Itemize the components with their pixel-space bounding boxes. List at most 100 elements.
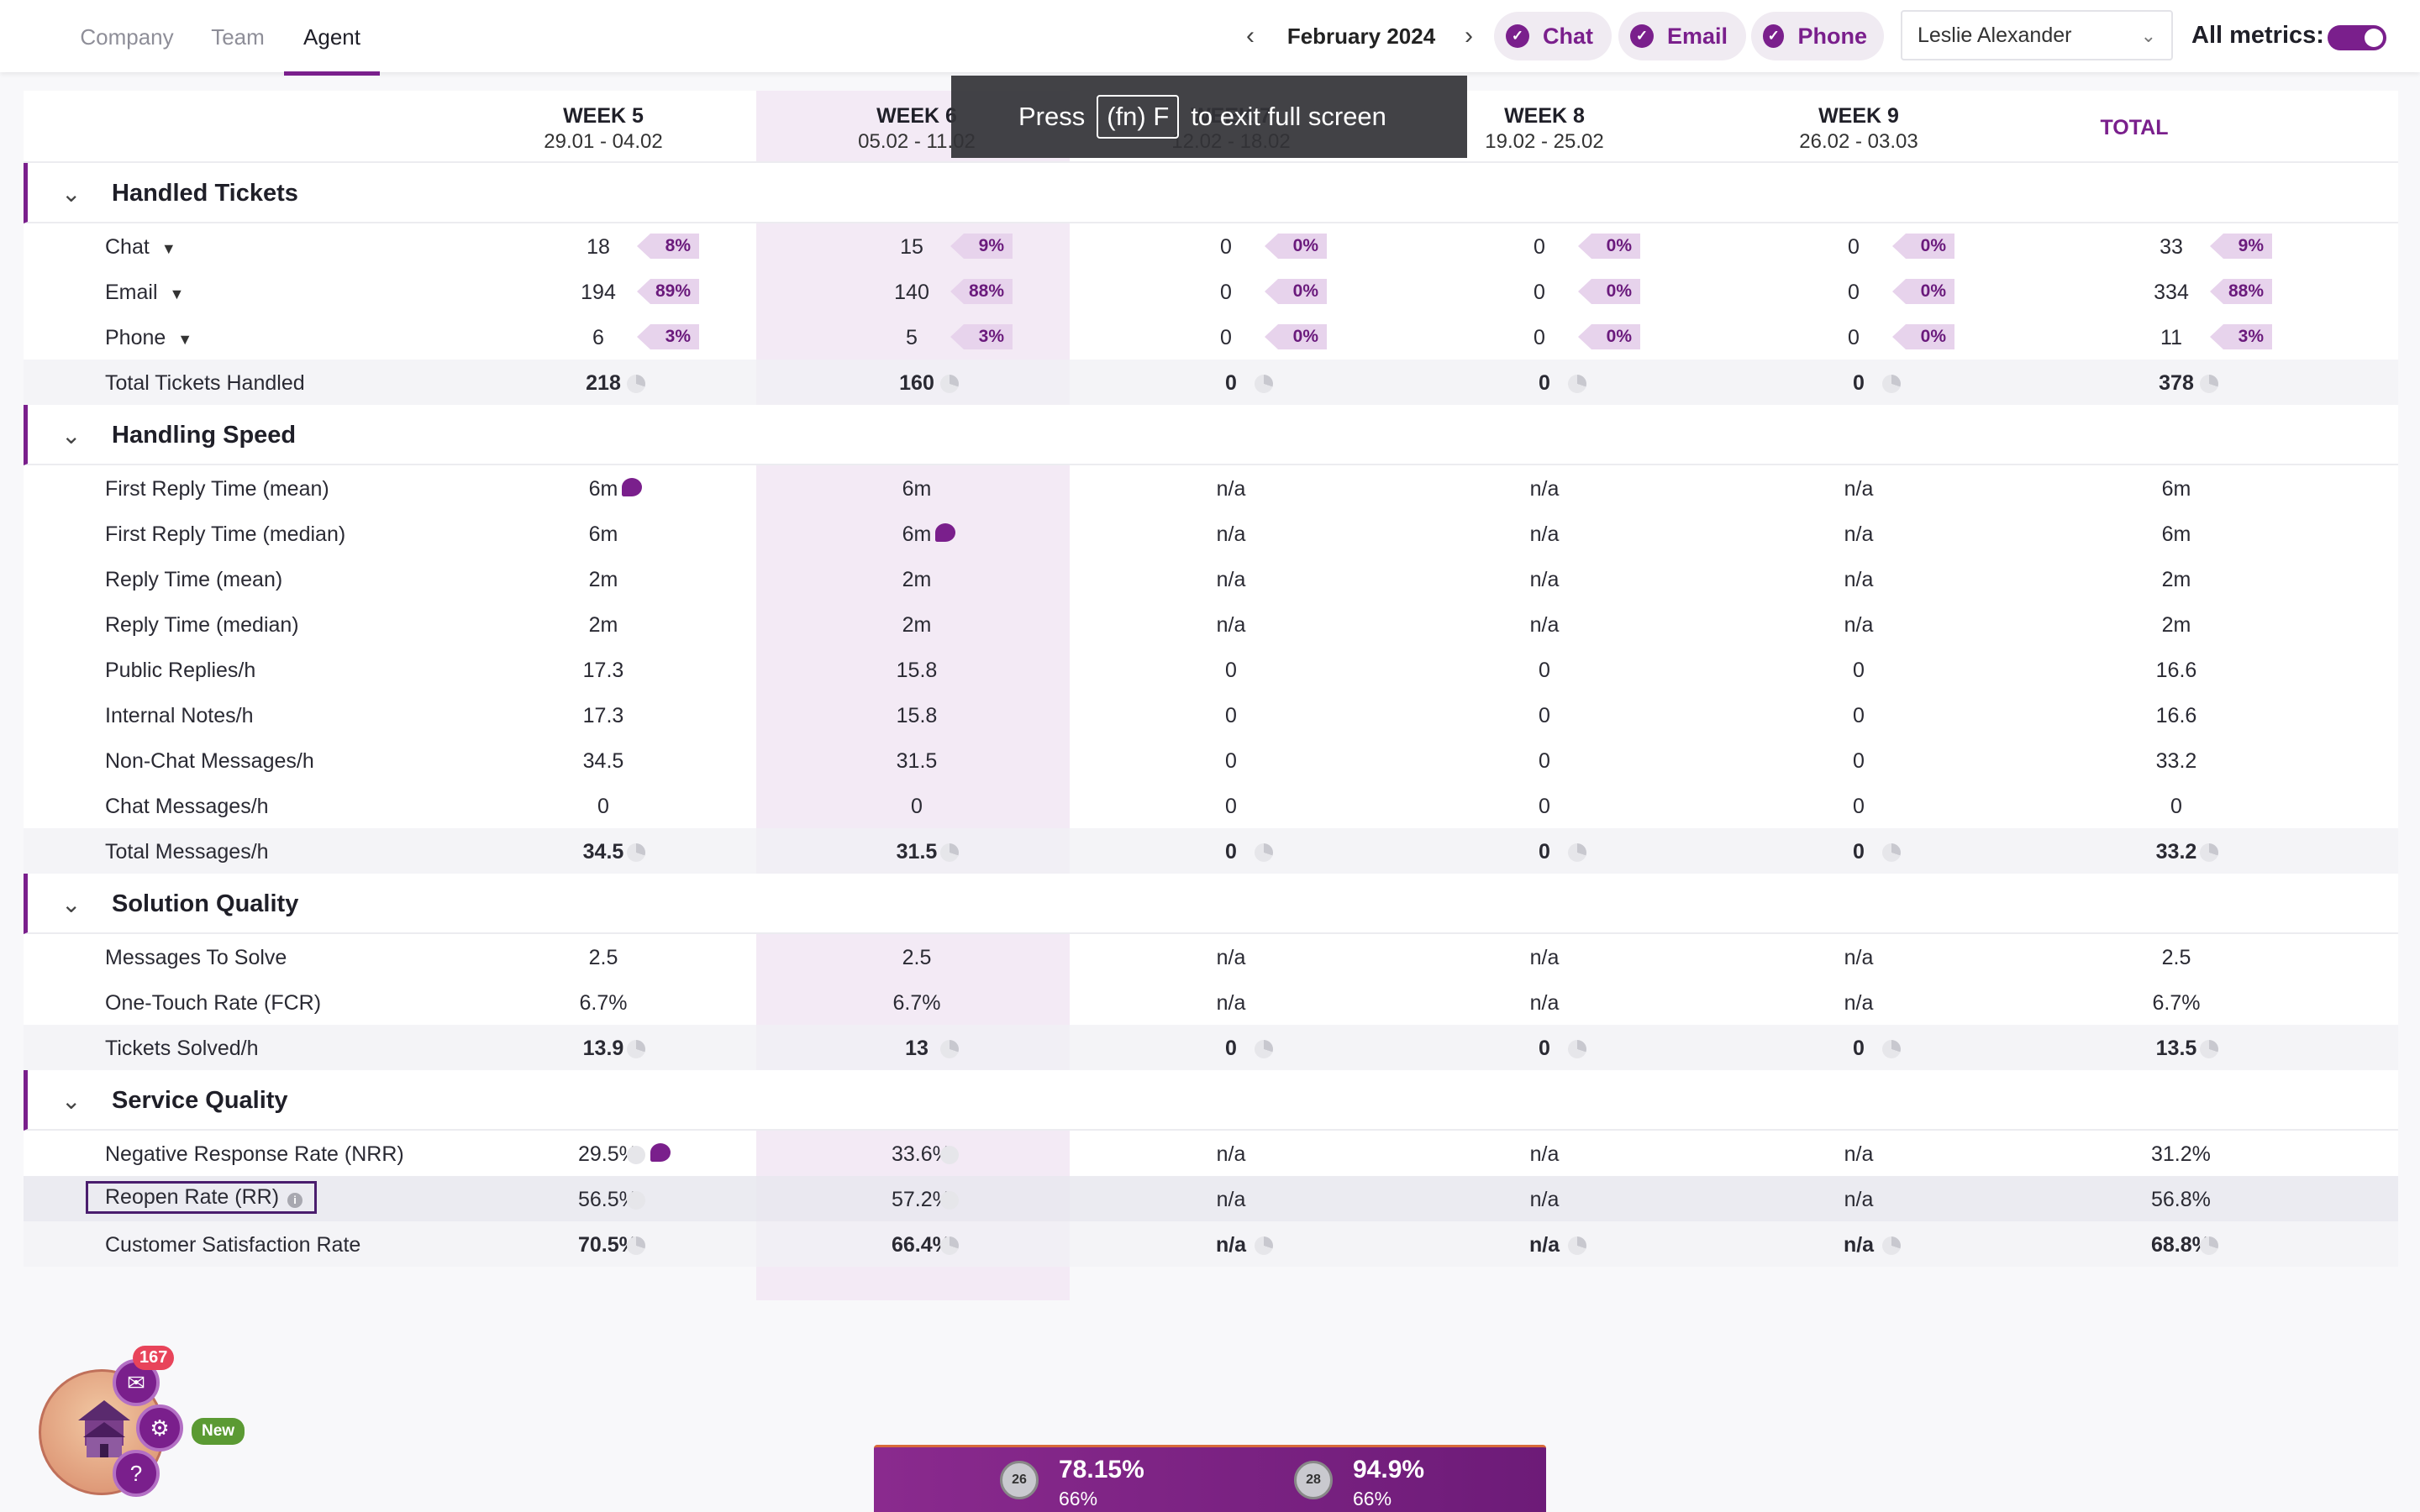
metric-value: 0 [1539, 749, 1550, 773]
week-label: WEEK 6 [876, 104, 957, 128]
pie-chart-icon[interactable] [627, 1040, 645, 1058]
metric-row: Reopen Rate (RR) i 56.5% 57.2% n/a n/a n/a 56.8… [24, 1176, 2398, 1221]
metric-value: n/a [1529, 1142, 1560, 1166]
metric-value: n/a [1529, 946, 1560, 969]
channel-filter-email[interactable]: ✓ Email [1618, 12, 1746, 60]
chevron-down-icon[interactable]: ⌄ [61, 181, 82, 207]
pie-chart-icon[interactable] [1882, 843, 1901, 862]
metric-label: Reply Time (median) [105, 613, 299, 638]
caret-down-icon[interactable]: ▼ [169, 286, 185, 302]
metric-value: 6m [588, 522, 618, 546]
section-header[interactable]: ⌄ Service Quality [24, 1070, 2398, 1131]
chevron-down-icon[interactable]: ⌄ [61, 423, 82, 449]
pie-chart-icon[interactable] [1568, 1040, 1586, 1058]
metric-value: 0 [1539, 704, 1550, 727]
metric-value: 194 [581, 281, 616, 304]
pie-chart-icon[interactable] [1255, 1040, 1273, 1058]
pie-chart-icon[interactable] [2200, 1040, 2218, 1058]
pie-chart-icon[interactable] [1255, 375, 1273, 393]
help-icon[interactable]: ? [113, 1450, 160, 1497]
metric-label-text: One-Touch Rate (FCR) [105, 991, 322, 1015]
channel-filter-phone[interactable]: ✓ Phone [1751, 12, 1884, 60]
tab-company[interactable]: Company [80, 24, 174, 50]
week-dates: 29.01 - 04.02 [544, 130, 663, 153]
pie-chart-icon[interactable] [627, 375, 645, 393]
channel-filter-chat[interactable]: ✓ Chat [1494, 12, 1612, 60]
metric-value: 0 [1225, 795, 1237, 818]
metric-label: First Reply Time (mean) [105, 477, 329, 501]
share-percent-tag: 3% [2210, 324, 2272, 349]
metric-value: 18 [587, 235, 610, 259]
chevron-down-icon[interactable]: ⌄ [61, 891, 82, 917]
comment-bubble-icon[interactable] [650, 1143, 671, 1162]
pie-chart-icon[interactable] [940, 375, 959, 393]
pie-chart-icon[interactable] [940, 1236, 959, 1255]
metric-label: Public Replies/h [105, 659, 255, 683]
score-bar: 26 78.15% 66% 28 94.9% 66% [874, 1445, 1546, 1512]
metric-value: 0 [597, 795, 609, 818]
trophy-badge-icon: 28 [1294, 1461, 1333, 1499]
pie-chart-icon[interactable] [2200, 843, 2218, 862]
metric-value: 0 [1848, 326, 1860, 349]
pie-chart-icon[interactable] [1568, 1236, 1586, 1255]
metric-label[interactable]: Phone ▼ [105, 326, 192, 350]
pie-chart-icon[interactable] [627, 843, 645, 862]
all-metrics-toggle[interactable] [2328, 25, 2386, 50]
metric-value: 17.3 [582, 659, 624, 682]
gear-icon[interactable]: ⚙ [136, 1404, 183, 1452]
caret-down-icon[interactable]: ▼ [160, 240, 176, 257]
metric-label[interactable]: Email ▼ [105, 281, 184, 305]
section-header[interactable]: ⌄ Handled Tickets [24, 163, 2398, 223]
metric-label: Tickets Solved/h [105, 1037, 258, 1061]
section-header[interactable]: ⌄ Handling Speed [24, 405, 2398, 465]
chevron-right-icon[interactable]: › [1465, 22, 1473, 50]
week-dates: 19.02 - 25.02 [1485, 130, 1604, 153]
pie-chart-icon[interactable] [940, 843, 959, 862]
pie-chart-icon[interactable] [1568, 843, 1586, 862]
metric-value: 0 [1220, 281, 1232, 304]
metric-value: 0 [1220, 326, 1232, 349]
metric-value: 6.7% [2152, 991, 2201, 1015]
info-icon[interactable]: i [287, 1193, 303, 1208]
metric-label-text: Internal Notes/h [105, 704, 254, 727]
pie-chart-icon[interactable] [1882, 1040, 1901, 1058]
metric-label-text: Phone [105, 326, 166, 349]
metric-value: n/a [1529, 991, 1560, 1015]
metric-label: Reply Time (mean) [105, 568, 282, 592]
pie-chart-icon[interactable] [2200, 1236, 2218, 1255]
fullscreen-exit-hint: Press (fn) F to exit full screen [951, 76, 1467, 158]
caret-down-icon[interactable]: ▼ [177, 331, 193, 348]
section-title: Solution Quality [112, 890, 299, 917]
metric-value: 0 [1539, 371, 1550, 395]
agent-select[interactable]: Leslie Alexander ⌄ [1901, 10, 2173, 60]
section-header[interactable]: ⌄ Solution Quality [24, 874, 2398, 934]
metric-value: 0 [1220, 235, 1232, 259]
metric-value: 2m [902, 568, 932, 591]
pie-chart-icon[interactable] [940, 1040, 959, 1058]
pie-chart-icon[interactable] [1255, 1236, 1273, 1255]
pie-chart-icon[interactable] [1255, 843, 1273, 862]
metric-label[interactable]: Chat ▼ [105, 235, 176, 260]
score-value: 94.9% [1353, 1456, 1425, 1483]
pie-chart-icon[interactable] [1882, 1236, 1901, 1255]
chevron-down-icon[interactable]: ⌄ [61, 1088, 82, 1114]
metric-value: 16.6 [2155, 704, 2197, 727]
pie-chart-icon[interactable] [1568, 375, 1586, 393]
tab-team[interactable]: Team [211, 24, 265, 50]
week-label: WEEK 5 [563, 104, 644, 128]
agent-select-value: Leslie Alexander [1918, 23, 2072, 47]
metric-label-text: Chat [105, 235, 150, 259]
house-icon [78, 1400, 130, 1457]
pie-chart-icon[interactable] [627, 1236, 645, 1255]
comment-bubble-icon[interactable] [935, 523, 955, 542]
hint-rest: to exit full screen [1191, 102, 1386, 131]
pie-chart-icon[interactable] [1882, 375, 1901, 393]
metric-label-text: Reopen Rate (RR) [105, 1185, 280, 1209]
pie-chart-icon[interactable] [2200, 375, 2218, 393]
tab-agent[interactable]: Agent [284, 0, 380, 76]
metric-row: Total Tickets Handled 218 160 0 0 0 378 [24, 360, 2398, 405]
metric-row: Total Messages/h 34.5 31.5 0 0 0 33.2 [24, 828, 2398, 874]
comment-bubble-icon[interactable] [622, 478, 642, 496]
section-title: Handled Tickets [112, 180, 298, 207]
chevron-left-icon[interactable]: ‹ [1246, 22, 1255, 50]
